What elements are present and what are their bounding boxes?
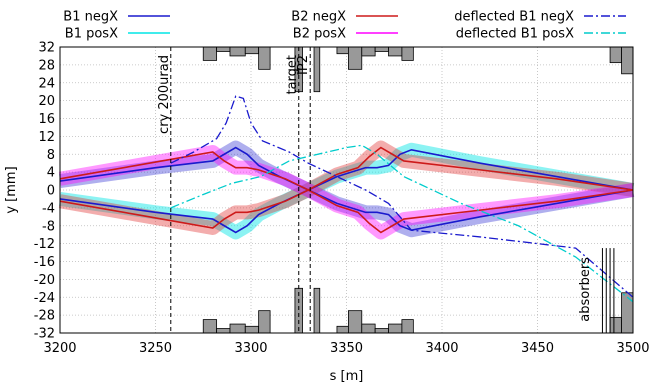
x-tick-label: 3500 [616,341,649,356]
legend-entry-label: deflected B1 posX [456,27,574,42]
aperture-bottom-block [258,310,271,334]
grid [59,46,634,334]
element-marker-label: cry 200urad [157,55,172,134]
aperture-bottom-block [244,325,260,334]
y-tick-label: -4 [42,201,55,216]
aperture-top-block [229,46,246,57]
aperture-bottom-block [336,325,349,334]
legend: B1 negX B1 posX B2 negX B2 posX deflected B1… [63,10,626,42]
aperture-bottom-block [621,292,634,334]
aperture-bottom-block [374,328,389,334]
aperture-bottom-block [313,287,321,334]
aperture-top-block [361,46,376,57]
aperture-top-block [374,46,389,52]
aperture-bottom-block [388,323,403,334]
y-tick-label: -24 [34,291,55,306]
y-tick-label: 4 [47,166,55,181]
series-line [59,148,634,234]
y-axis-label: y [mm] [4,166,19,213]
aperture-top-block [348,46,363,70]
y-tick-label: -8 [42,219,55,234]
plot-frame [59,46,634,334]
aperture-top-block [244,46,260,55]
x-tick-label: 3450 [521,341,554,356]
axis-ticks: 3200 3250 3300 3350 3400 3450 3500 32 28 24 20 16 12… [34,41,650,357]
y-tick-label: 0 [47,184,55,199]
y-tick-label: -32 [34,327,55,342]
x-tick-label: 3350 [330,341,363,356]
aperture-top-block [216,46,231,52]
aperture-bottom-block [348,310,363,334]
y-tick-label: 20 [38,94,55,109]
aperture-top-block [258,46,271,70]
y-tick-label: 28 [38,58,55,73]
y-tick-label: 16 [38,112,55,127]
x-tick-label: 3250 [139,341,172,356]
series-line [59,146,634,232]
legend-entry-label: B1 posX [65,27,118,42]
aperture-bottom-block [202,319,218,334]
x-axis-label: s [m] [330,369,364,384]
y-tick-label: -12 [34,237,55,252]
series-line [59,146,634,229]
legend-entry-label: deflected B1 negX [454,10,574,25]
aperture-top-block [313,46,321,93]
envelope-bands [58,140,635,240]
series-lines [59,95,634,303]
x-tick-label: 3200 [43,341,76,356]
aperture-bottom-block [609,316,622,334]
aperture-top-block [621,46,634,75]
element-marker-label: IP2 [296,55,311,75]
series-line [170,144,634,303]
y-tick-label: 24 [38,76,55,91]
aperture-top-block [609,46,622,64]
y-tick-label: 12 [38,130,55,145]
aperture-top-block [336,46,349,55]
aperture-bottom-block [361,323,376,334]
aperture-top-block [202,46,218,61]
legend-entry-label: B1 negX [63,10,118,25]
element-marker-label: target [285,55,300,95]
y-tick-label: 32 [38,41,55,56]
aperture-top-block [388,46,403,57]
aperture-bottom-block [216,328,231,334]
legend-entry-label: B2 negX [291,10,346,25]
y-tick-label: -20 [34,273,55,288]
aperture-top-block [401,46,414,61]
y-tick-label: -16 [34,255,55,270]
y-tick-label: 8 [47,148,55,163]
x-tick-label: 3400 [425,341,458,356]
series-line [170,95,634,298]
aperture-bottom-block [229,323,246,334]
legend-entry-label: B2 posX [293,27,346,42]
series-line [59,151,634,234]
absorbers-label: absorbers [578,257,593,322]
x-tick-label: 3300 [234,341,267,356]
y-tick-label: -28 [34,309,55,324]
aperture-bottom-block [401,319,414,334]
